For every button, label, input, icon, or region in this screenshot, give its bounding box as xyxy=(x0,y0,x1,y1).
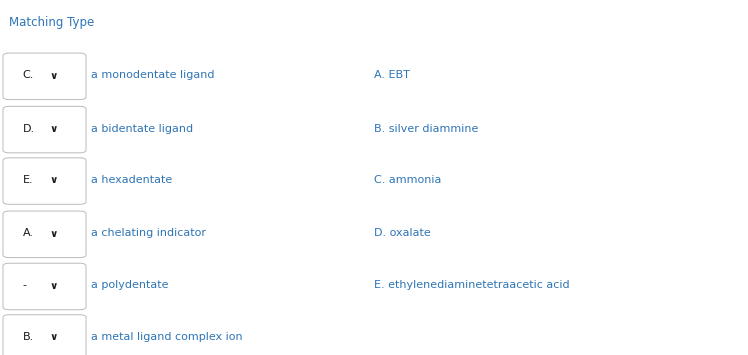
Text: a bidentate ligand: a bidentate ligand xyxy=(91,124,194,133)
Text: D. oxalate: D. oxalate xyxy=(374,228,431,238)
Text: A.: A. xyxy=(22,228,34,238)
Text: a metal ligand complex ion: a metal ligand complex ion xyxy=(91,332,243,342)
Text: Matching Type: Matching Type xyxy=(9,16,94,29)
Text: a chelating indicator: a chelating indicator xyxy=(91,228,206,238)
Text: A. EBT: A. EBT xyxy=(374,70,410,80)
FancyBboxPatch shape xyxy=(3,158,86,204)
Text: B. silver diammine: B. silver diammine xyxy=(374,124,479,133)
Text: ∨: ∨ xyxy=(49,124,58,134)
FancyBboxPatch shape xyxy=(3,263,86,310)
FancyBboxPatch shape xyxy=(3,106,86,153)
FancyBboxPatch shape xyxy=(3,53,86,99)
Text: C.: C. xyxy=(22,70,34,80)
Text: a hexadentate: a hexadentate xyxy=(91,175,173,185)
Text: E.: E. xyxy=(22,175,33,185)
Text: ∨: ∨ xyxy=(49,281,58,291)
Text: E. ethylenediaminetetraacetic acid: E. ethylenediaminetetraacetic acid xyxy=(374,280,570,290)
Text: a monodentate ligand: a monodentate ligand xyxy=(91,70,215,80)
Text: C. ammonia: C. ammonia xyxy=(374,175,441,185)
Text: ∨: ∨ xyxy=(49,229,58,239)
Text: a polydentate: a polydentate xyxy=(91,280,169,290)
Text: ∨: ∨ xyxy=(49,332,58,342)
Text: -: - xyxy=(22,280,26,290)
Text: ∨: ∨ xyxy=(49,71,58,81)
Text: B.: B. xyxy=(22,332,34,342)
FancyBboxPatch shape xyxy=(3,211,86,258)
Text: D.: D. xyxy=(22,124,34,133)
FancyBboxPatch shape xyxy=(3,315,86,355)
Text: ∨: ∨ xyxy=(49,175,58,185)
